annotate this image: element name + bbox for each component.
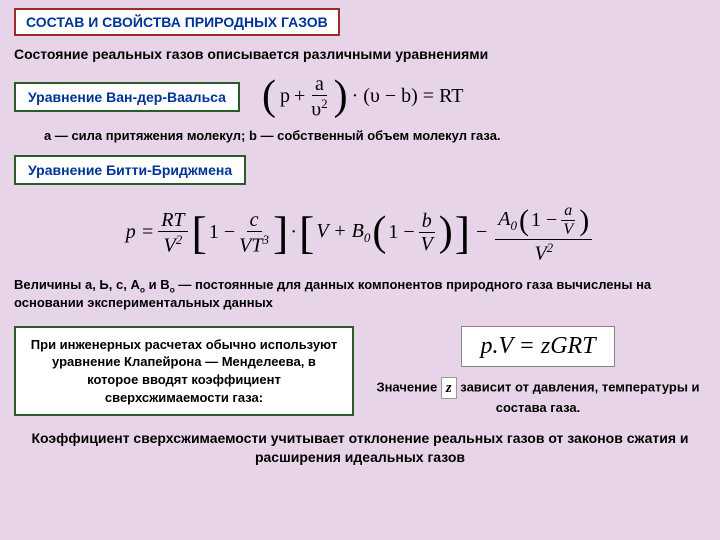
bb-formula: p = RT V2 [ 1 − c VT3 ] · [ V + B0 ( 1 −… [14, 203, 706, 264]
bb-p: p = [126, 221, 155, 244]
vdw-p: p [280, 85, 290, 108]
subtitle: Состояние реальных газов описывается раз… [14, 46, 706, 62]
vdw-a: a [312, 74, 327, 96]
vdw-label-box: Уравнение Ван-дер-Ваальса [14, 82, 240, 112]
vdw-frac: a υ2 [311, 74, 327, 120]
right-column: p.V = zGRT Значение z зависит от давлени… [370, 326, 706, 417]
footer-note: Коэффициент сверхсжимаемости учитывает о… [14, 429, 706, 467]
vdw-formula: ( p + a υ2 ) · (υ − b) = RT [262, 74, 463, 120]
vdw-label: Уравнение Ван-дер-Ваальса [28, 89, 226, 105]
bb-label: Уравнение Битти-Бриджмена [28, 162, 232, 178]
bb-b-v: b V [419, 211, 435, 254]
bb-one1: 1 − [209, 221, 235, 244]
z-note: Значение z зависит от давления, температ… [370, 377, 706, 417]
bottom-row: При инженерных расчетах обычно использую… [14, 326, 706, 417]
z-equation: p.V = zGRT [461, 326, 614, 367]
page-title: СОСТАВ И СВОЙСТВА ПРИРОДНЫХ ГАЗОВ [26, 14, 328, 30]
bb-a0-frac: A0 ( 1 − a V ) V2 [495, 203, 592, 264]
bb-label-box: Уравнение Битти-Бриджмена [14, 155, 246, 185]
z-var: z [441, 377, 457, 399]
vdw-plus: + [294, 85, 305, 108]
bb-dot: · [290, 221, 297, 244]
bb-one2: 1 − [388, 221, 414, 244]
vdw-v2: υ2 [311, 96, 327, 120]
vdw-rest: · (υ − b) = RT [352, 85, 464, 108]
bb-rt-v2: RT V2 [158, 210, 187, 256]
page-title-box: СОСТАВ И СВОЙСТВА ПРИРОДНЫХ ГАЗОВ [14, 8, 340, 36]
bb-note: Величины а, Ь, с, Ао и Bо — постоянные д… [14, 277, 706, 310]
vdw-row: Уравнение Ван-дер-Ваальса ( p + a υ2 ) ·… [14, 74, 706, 120]
info-box: При инженерных расчетах обычно использую… [14, 326, 354, 416]
bb-minus: − [476, 221, 487, 244]
bb-c-vt3: c VT3 [239, 210, 269, 256]
vdw-caption: а — сила притяжения молекул; b — собстве… [44, 128, 706, 143]
bb-vb0: V + B0 [316, 220, 370, 246]
